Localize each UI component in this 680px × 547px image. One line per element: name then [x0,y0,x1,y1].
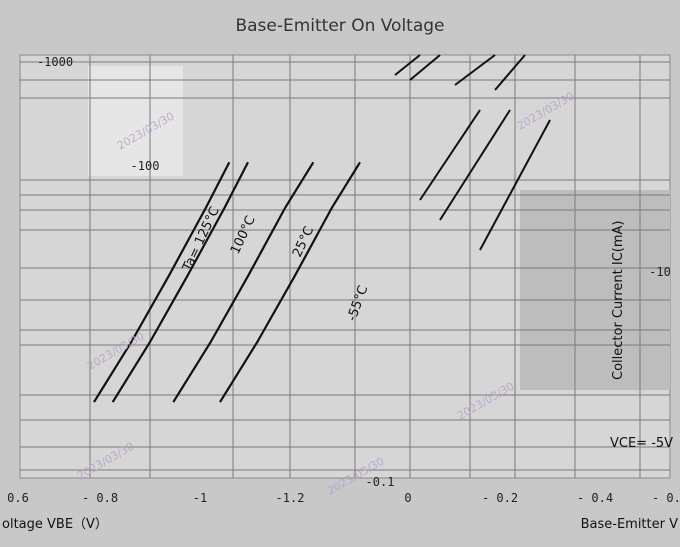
right-curve-3 [494,54,526,91]
y-tick-left-1: -100 [131,159,160,173]
right-curve-0 [394,54,421,76]
x-tick-right-3: - 0.6 [652,491,680,505]
x-axis-label-right: Base-Emitter V [581,517,679,532]
series-line-2 [172,161,315,403]
right-curve-1 [409,54,441,81]
x-tick-left-1: - 0.8 [82,491,118,505]
x-tick-right-2: - 0.4 [577,491,613,505]
series-line-0 [93,161,231,403]
x-tick-left-2: -1 [193,491,207,505]
series-line-3 [219,161,361,403]
y-axis-label-right: Collector Current IC(mA) [611,221,626,381]
series-line-1 [111,161,249,403]
x-axis-label-left: oltage VBE（V） [2,517,108,532]
right-curve-6 [479,119,551,251]
right-axis-band [520,190,670,390]
right-curve-4 [419,109,481,201]
right-curve-2 [454,54,496,86]
chart-title: Base-Emitter On Voltage [235,16,445,36]
x-tick-right-1: - 0.2 [482,491,518,505]
legend-box [88,66,183,176]
y-tick-left-0: -1000 [37,55,73,69]
y-tick-right-0: -10 [649,265,671,279]
right-curve-5 [439,109,511,221]
y-tick-right-1: -0.1 [366,475,395,489]
x-tick-right-0: 0 [404,491,411,505]
vce-annotation: VCE= -5V [610,436,673,451]
x-tick-left-3: -1.2 [276,491,305,505]
x-tick-left-0: 0.6 [7,491,29,505]
